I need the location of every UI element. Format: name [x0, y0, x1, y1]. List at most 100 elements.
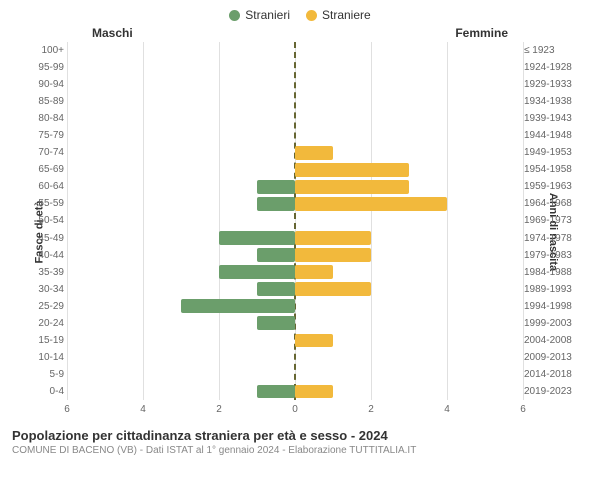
x-tick: 6	[520, 404, 526, 415]
legend-swatch-male	[229, 10, 240, 21]
age-labels: 100+95-9990-9485-8980-8475-7970-7465-696…	[24, 42, 64, 400]
birth-label: 1929-1933	[524, 76, 576, 93]
pyramid-row	[67, 247, 523, 264]
bar-female	[295, 334, 333, 348]
legend-swatch-female	[306, 10, 317, 21]
footer: Popolazione per cittadinanza straniera p…	[12, 428, 588, 456]
legend-item-male: Stranieri	[229, 8, 290, 22]
pyramid-row	[67, 93, 523, 110]
bar-male	[257, 385, 295, 399]
bar-female	[295, 180, 409, 194]
birth-label: 2019-2023	[524, 383, 576, 400]
age-label: 55-59	[24, 195, 64, 212]
birth-label: 2004-2008	[524, 332, 576, 349]
bar-female	[295, 385, 333, 399]
legend: Stranieri Straniere	[12, 8, 588, 22]
age-label: 30-34	[24, 281, 64, 298]
pyramid-row	[67, 281, 523, 298]
chart-subtitle: COMUNE DI BACENO (VB) - Dati ISTAT al 1°…	[12, 445, 588, 456]
pyramid-chart: Stranieri Straniere Maschi Femmine Fasce…	[0, 0, 600, 500]
age-label: 50-54	[24, 212, 64, 229]
age-label: 60-64	[24, 178, 64, 195]
bar-female	[295, 231, 371, 245]
pyramid-row	[67, 178, 523, 195]
birth-label: 1974-1978	[524, 230, 576, 247]
pyramid-row	[67, 110, 523, 127]
bar-male	[257, 197, 295, 211]
bar-female	[295, 282, 371, 296]
age-label: 20-24	[24, 315, 64, 332]
bars	[67, 42, 523, 400]
age-label: 90-94	[24, 76, 64, 93]
birth-label: 1939-1943	[524, 110, 576, 127]
x-tick: 2	[368, 404, 374, 415]
age-label: 65-69	[24, 161, 64, 178]
pyramid-row	[67, 298, 523, 315]
pyramid-row	[67, 349, 523, 366]
pyramid-row	[67, 195, 523, 212]
legend-label-female: Straniere	[322, 8, 371, 22]
pyramid-row	[67, 127, 523, 144]
pyramid-row	[67, 212, 523, 229]
bar-male	[257, 180, 295, 194]
age-label: 25-29	[24, 298, 64, 315]
pyramid-row	[67, 161, 523, 178]
age-label: 35-39	[24, 264, 64, 281]
birth-label: 2009-2013	[524, 349, 576, 366]
header-right: Femmine	[455, 26, 508, 40]
birth-label: 1954-1958	[524, 161, 576, 178]
birth-label: 1959-1963	[524, 178, 576, 195]
bar-male	[257, 248, 295, 262]
bar-male	[219, 265, 295, 279]
bar-male	[181, 299, 295, 313]
birth-label: 1949-1953	[524, 144, 576, 161]
plot-area: Fasce di età Anni di nascita 100+95-9990…	[12, 42, 588, 422]
header-left: Maschi	[92, 26, 133, 40]
pyramid-row	[67, 42, 523, 59]
x-axis: 6 4 2 0 2 4 6	[67, 402, 523, 422]
age-label: 10-14	[24, 349, 64, 366]
age-label: 75-79	[24, 127, 64, 144]
birth-label: 1994-1998	[524, 298, 576, 315]
x-tick: 2	[216, 404, 222, 415]
age-label: 40-44	[24, 247, 64, 264]
pyramid-row	[67, 76, 523, 93]
bar-female	[295, 265, 333, 279]
x-tick: 6	[64, 404, 70, 415]
x-tick: 0	[292, 404, 298, 415]
birth-label: 1944-1948	[524, 127, 576, 144]
bar-female	[295, 197, 447, 211]
age-label: 95-99	[24, 59, 64, 76]
birth-label: 1999-2003	[524, 315, 576, 332]
pyramid-row	[67, 366, 523, 383]
birth-label: 2014-2018	[524, 366, 576, 383]
birth-label: 1934-1938	[524, 93, 576, 110]
age-label: 15-19	[24, 332, 64, 349]
birth-label: ≤ 1923	[524, 42, 576, 59]
pyramid-row	[67, 332, 523, 349]
birth-label: 1969-1973	[524, 212, 576, 229]
bar-female	[295, 146, 333, 160]
age-label: 100+	[24, 42, 64, 59]
birth-label: 1989-1993	[524, 281, 576, 298]
pyramid-row	[67, 230, 523, 247]
birth-label: 1924-1928	[524, 59, 576, 76]
x-tick: 4	[140, 404, 146, 415]
birth-labels: ≤ 19231924-19281929-19331934-19381939-19…	[524, 42, 576, 400]
x-tick: 4	[444, 404, 450, 415]
pyramid-row	[67, 383, 523, 400]
bar-male	[219, 231, 295, 245]
birth-label: 1964-1968	[524, 195, 576, 212]
header-labels: Maschi Femmine	[12, 26, 588, 40]
bar-female	[295, 163, 409, 177]
legend-label-male: Stranieri	[245, 8, 290, 22]
pyramid-row	[67, 315, 523, 332]
bar-male	[257, 316, 295, 330]
bar-male	[257, 282, 295, 296]
age-label: 70-74	[24, 144, 64, 161]
pyramid-row	[67, 264, 523, 281]
age-label: 85-89	[24, 93, 64, 110]
birth-label: 1979-1983	[524, 247, 576, 264]
pyramid-row	[67, 59, 523, 76]
age-label: 45-49	[24, 230, 64, 247]
